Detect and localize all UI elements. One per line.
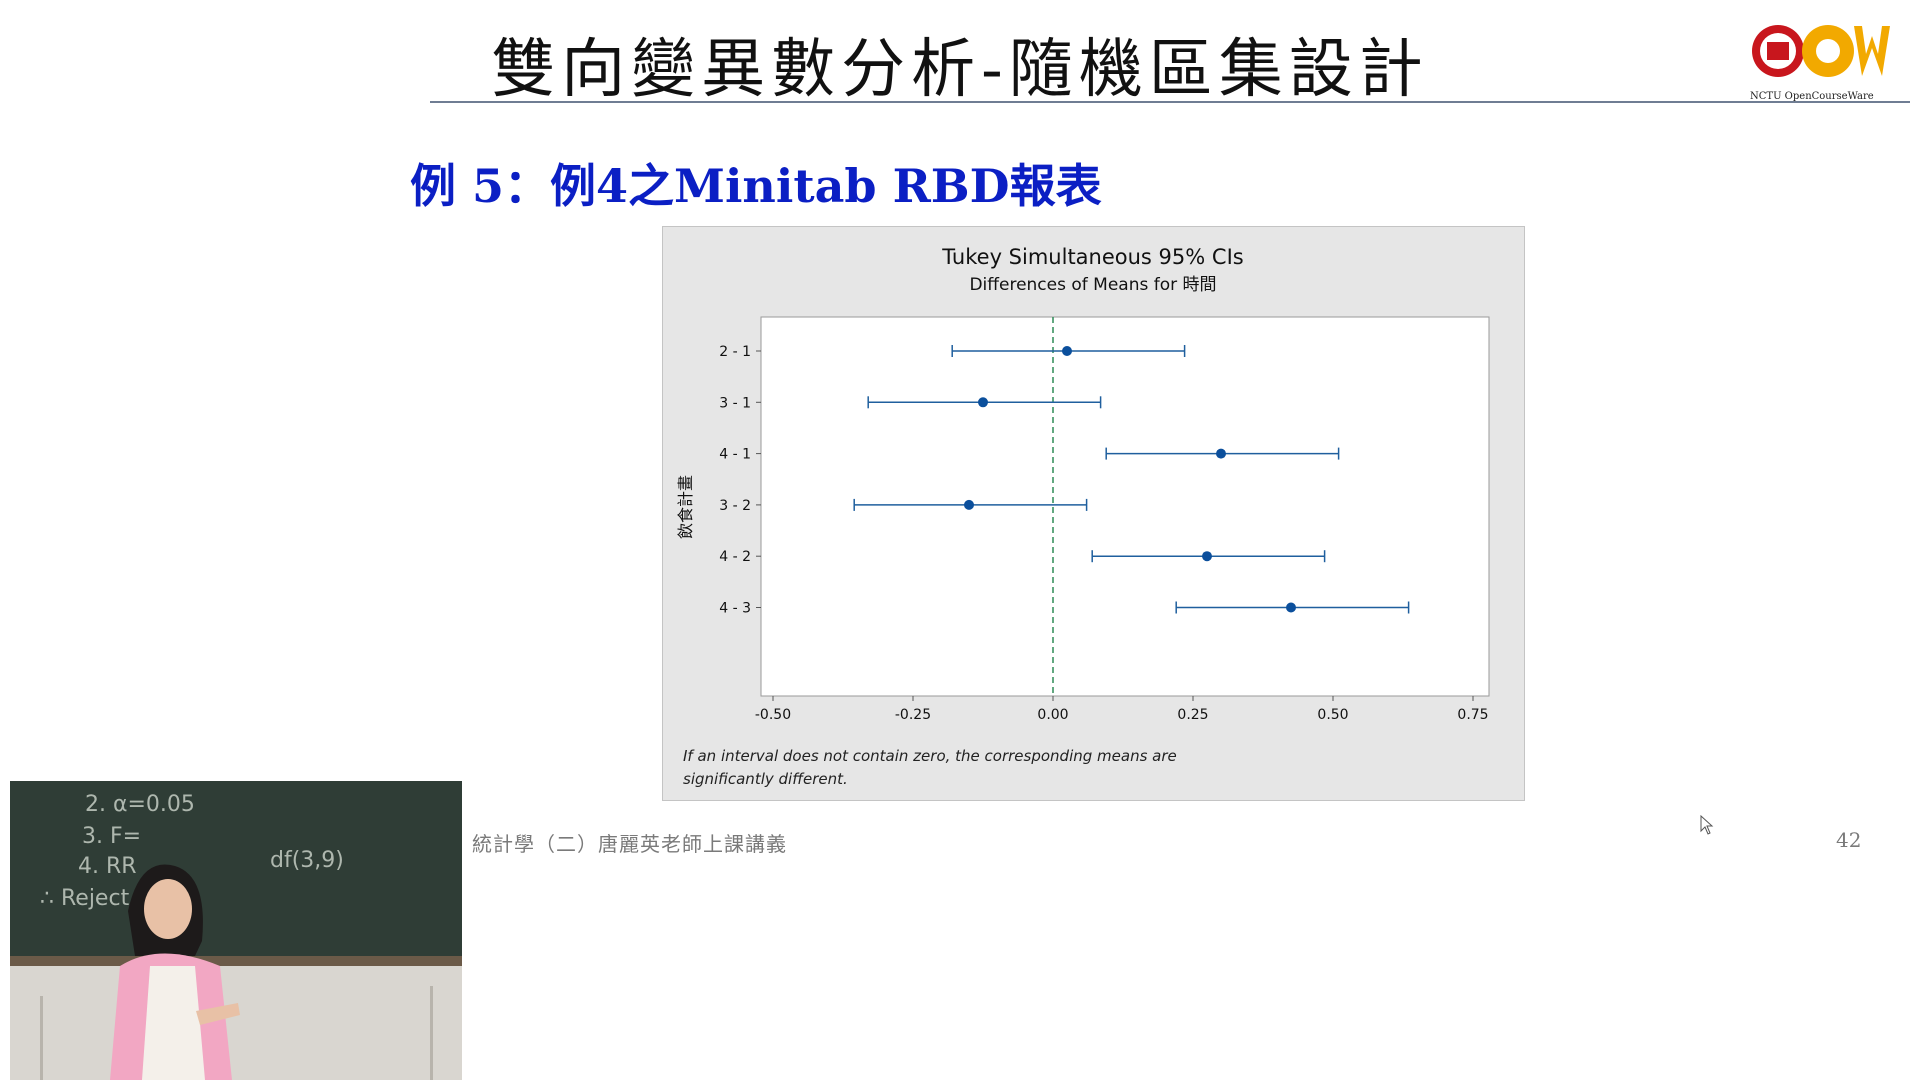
ci-estimate-point — [1062, 346, 1072, 356]
y-tick-label: 4 - 2 — [719, 549, 751, 565]
x-tick-label: 0.00 — [1037, 707, 1068, 723]
ocw-w-icon — [1854, 26, 1890, 76]
x-tick-label: 0.75 — [1457, 707, 1488, 723]
chalk-text: 3. F= — [82, 824, 141, 849]
chart-subtitle: Differences of Means for 時間 — [969, 275, 1216, 295]
chalk-text: ∴ Reject — [40, 886, 130, 911]
y-tick-label: 4 - 1 — [719, 447, 751, 463]
slide-title: 雙向變異數分析-隨機區集設計 — [491, 33, 1429, 107]
y-tick-label: 3 - 2 — [719, 498, 751, 514]
chalk-text: 4. RR — [78, 854, 137, 879]
ci-estimate-point — [1202, 551, 1212, 562]
y-tick-label: 2 - 1 — [719, 344, 751, 360]
title-divider — [430, 101, 1910, 103]
x-tick-label: 0.50 — [1317, 707, 1348, 723]
ci-estimate-point — [1286, 602, 1296, 613]
ci-estimate-point — [964, 499, 974, 510]
logo-text: NCTU OpenCourseWare — [1750, 91, 1874, 102]
lecturer-figure — [110, 864, 240, 1080]
ci-estimate-point — [978, 397, 988, 408]
tukey-chart: Tukey Simultaneous 95% CIs Differences o… — [662, 226, 1525, 801]
plot-area — [760, 316, 1490, 697]
chalkboard-writing: 2. α=0.05 3. F= 4. RR ∴ Reject df(3,9) — [40, 792, 344, 911]
x-tick-label: -0.50 — [755, 707, 791, 723]
slide-subtitle: 例 5：例4之Minitab RBD報表 — [410, 159, 1102, 213]
chart-note-line-2: significantly different. — [683, 770, 848, 788]
y-tick-label: 4 - 3 — [719, 601, 751, 617]
slide-footer: 統計學（二）唐麗英老師上課講義 — [472, 832, 787, 856]
ci-estimate-point — [1216, 448, 1226, 459]
y-axis-label: 飲食計畫 — [676, 475, 695, 539]
chart-note-line-1: If an interval does not contain zero, th… — [683, 747, 1177, 765]
page-number: 42 — [1836, 828, 1862, 852]
chart-canvas: Tukey Simultaneous 95% CIs Differences o… — [676, 245, 1490, 788]
chalk-text: df(3,9) — [270, 848, 344, 873]
mouse-cursor-icon — [1700, 814, 1714, 839]
chart-title: Tukey Simultaneous 95% CIs — [941, 245, 1243, 269]
y-tick-label: 3 - 1 — [719, 395, 751, 411]
chalkboard — [10, 781, 462, 961]
chalk-text: 2. α=0.05 — [85, 792, 195, 817]
classroom-wall — [10, 966, 462, 1080]
x-tick-label: -0.25 — [895, 707, 931, 723]
x-tick-label: 0.25 — [1177, 707, 1208, 723]
lecture-video-overlay: 2. α=0.05 3. F= 4. RR ∴ Reject df(3,9) — [10, 781, 462, 1080]
nctu-ocw-logo: NCTU OpenCourseWare — [1750, 18, 1910, 104]
chalk-ledge — [10, 956, 462, 966]
